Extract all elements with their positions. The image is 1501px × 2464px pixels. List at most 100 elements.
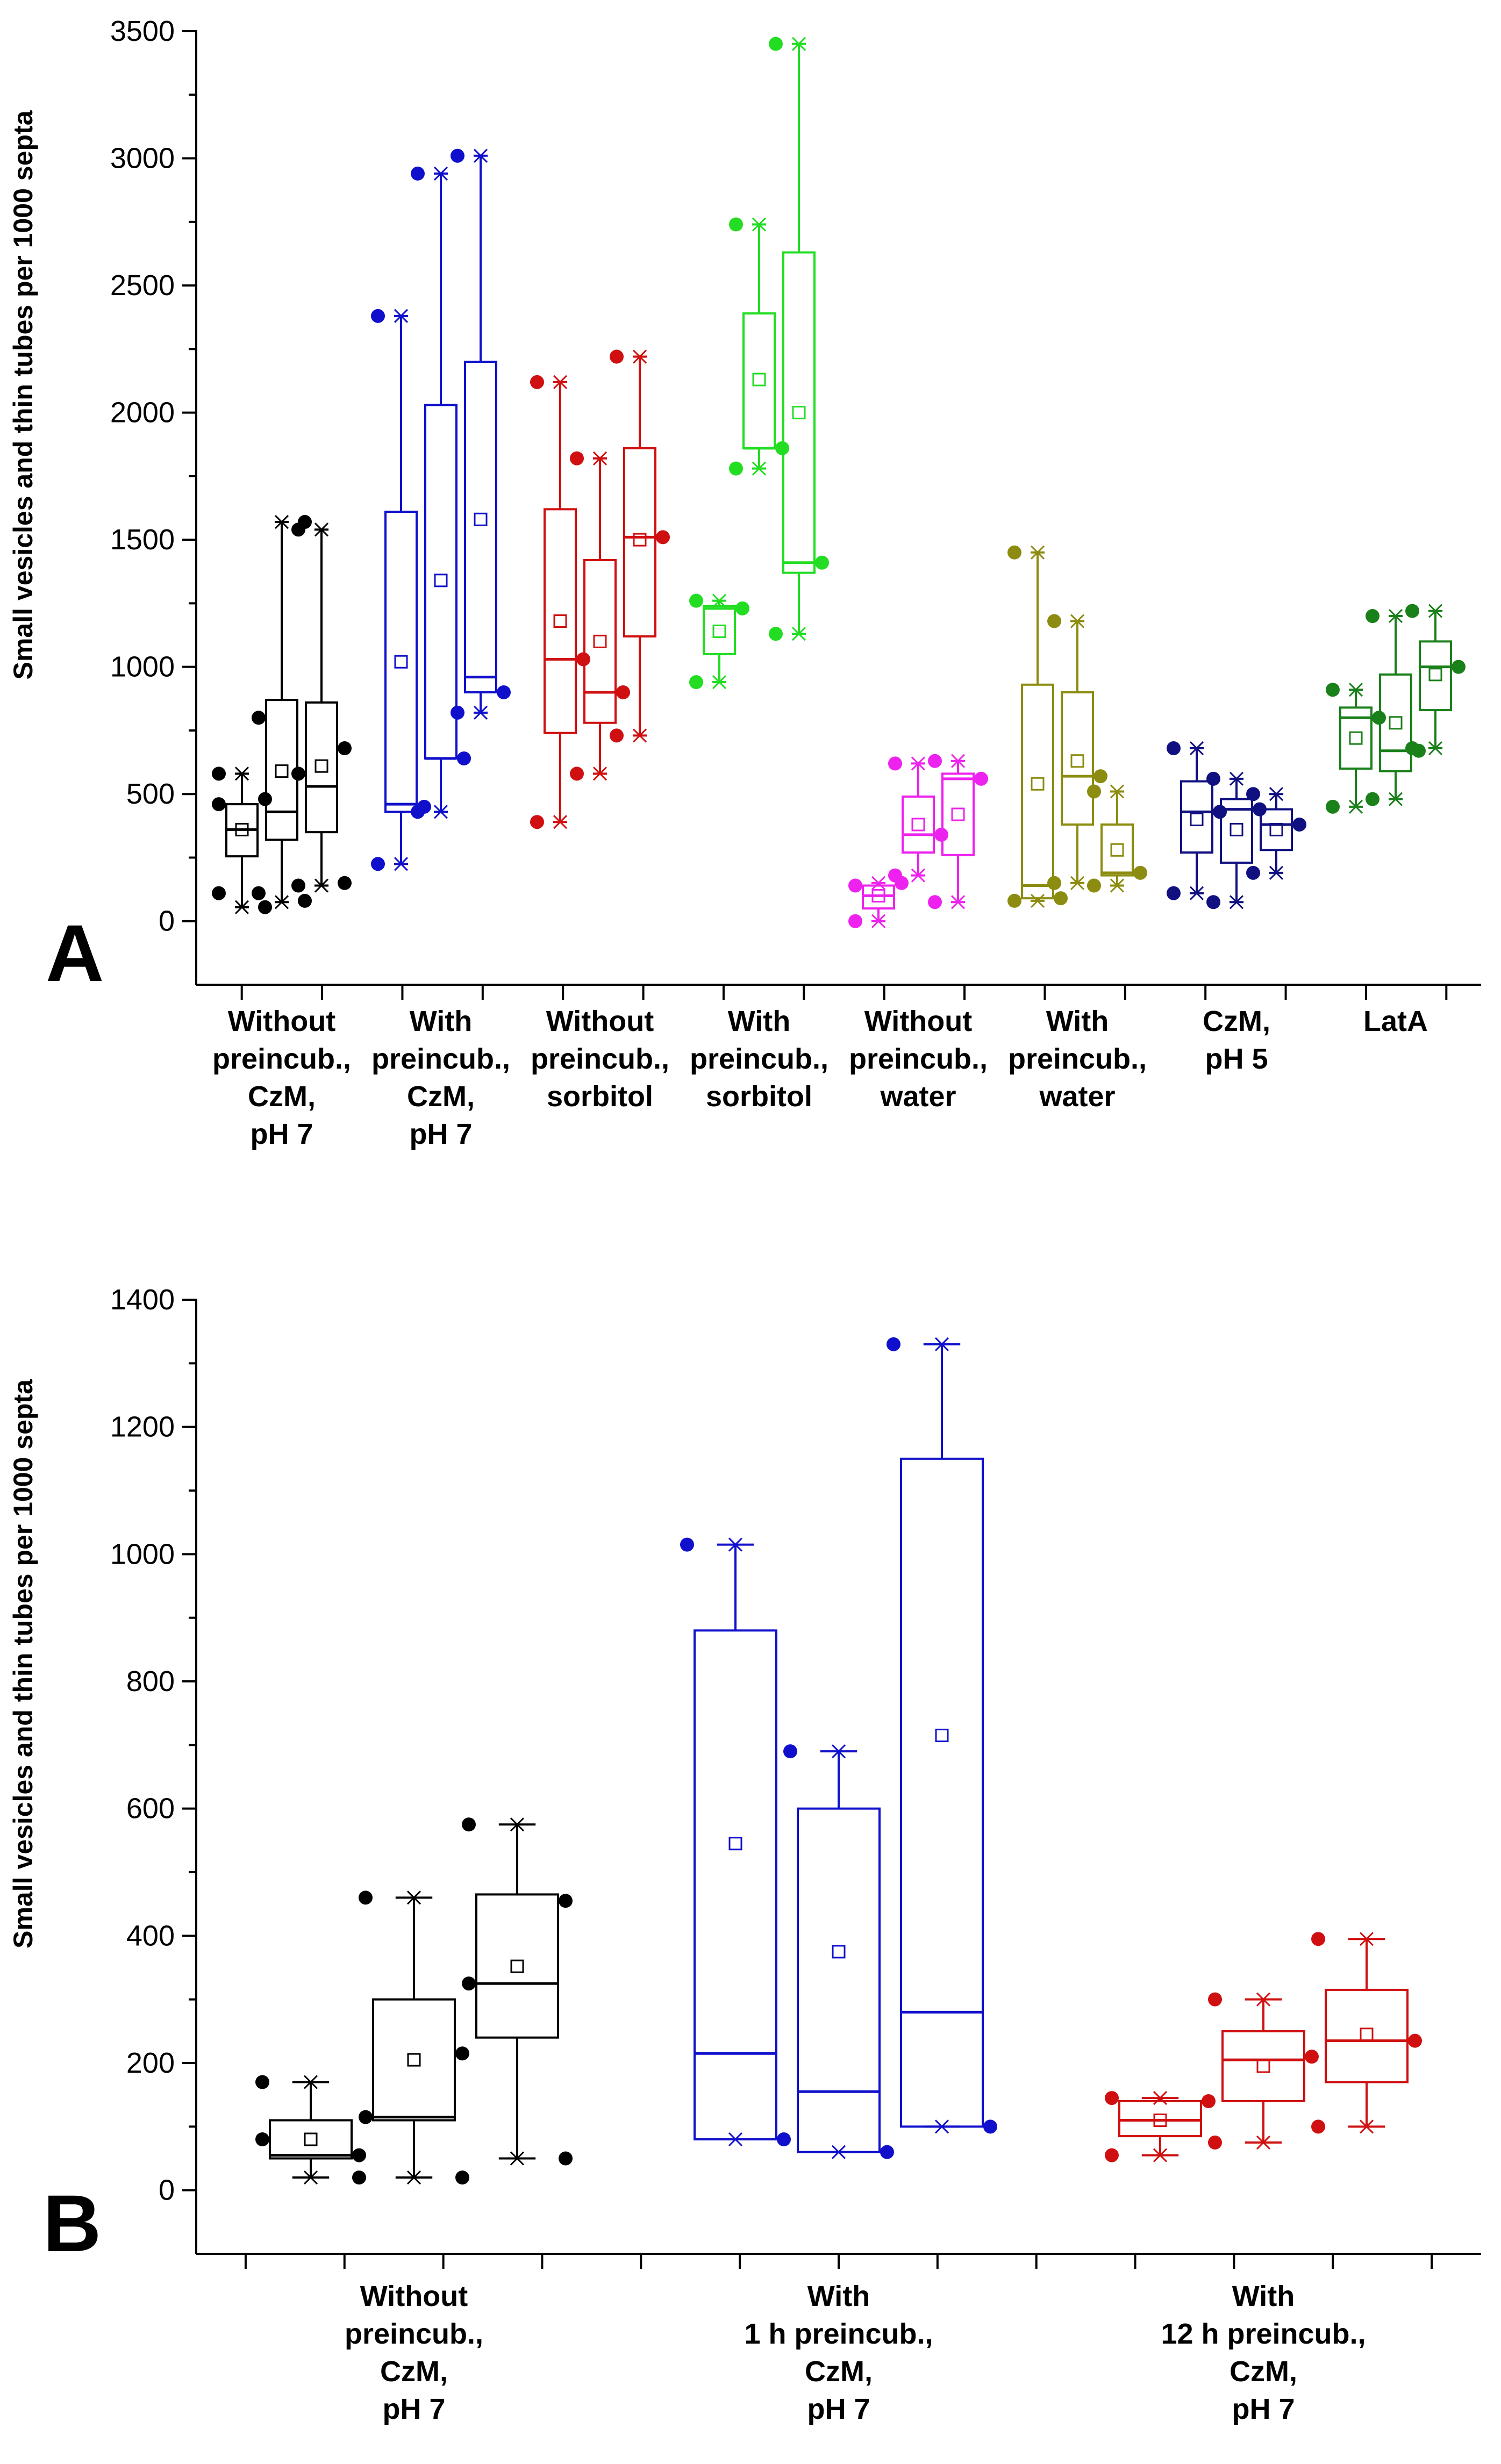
group-label-line: water	[1039, 1080, 1115, 1113]
iqr-box	[475, 1893, 559, 2039]
data-point	[497, 685, 511, 699]
group-label-line: LatA	[1363, 1005, 1428, 1037]
data-point	[1366, 792, 1380, 806]
extreme-marker	[791, 627, 806, 641]
iqr-box	[1379, 673, 1412, 772]
data-point	[888, 756, 902, 771]
extreme-marker	[1153, 2091, 1168, 2105]
y-tick-label: 2500	[110, 269, 175, 302]
data-point	[1007, 545, 1021, 560]
extreme-marker	[406, 1890, 421, 1905]
iqr-box	[1180, 780, 1213, 854]
extreme-marker	[394, 309, 409, 323]
group-label-line: preincub.,	[212, 1043, 351, 1075]
extreme-marker	[1229, 895, 1244, 909]
iqr-box	[464, 360, 497, 693]
data-point	[888, 868, 902, 883]
iqr-box	[900, 1457, 984, 2128]
box-plot	[610, 349, 670, 743]
mean-marker	[1269, 822, 1283, 836]
box-group	[255, 1817, 573, 2185]
data-point	[359, 2110, 373, 2124]
mean-marker	[510, 1959, 524, 1973]
y-axis-label: Small vesicles and thin tubes per 1000 s…	[8, 1379, 38, 1949]
extreme-marker	[1388, 608, 1403, 624]
extreme-marker	[1269, 865, 1284, 880]
data-point	[1246, 865, 1260, 880]
extreme-marker	[1189, 741, 1204, 756]
data-point	[848, 914, 862, 928]
mean-marker	[1070, 754, 1084, 768]
mean-marker	[1031, 777, 1045, 791]
mean-marker	[752, 373, 766, 386]
data-point	[570, 451, 584, 465]
data-point	[1202, 2094, 1216, 2108]
data-point	[610, 728, 624, 743]
mean-marker	[474, 512, 488, 526]
iqr-box	[372, 1998, 456, 2122]
extreme-marker	[433, 805, 448, 819]
data-point	[815, 555, 829, 570]
extreme-marker	[934, 2119, 949, 2134]
mean-marker	[593, 634, 607, 648]
iqr-box	[305, 701, 338, 834]
extreme-marker	[1153, 2148, 1168, 2162]
group-label-line: Without	[360, 2280, 468, 2312]
data-point	[298, 893, 312, 908]
data-point	[1408, 2033, 1422, 2048]
extreme-marker	[1189, 886, 1204, 900]
y-tick-label: 2000	[110, 397, 175, 429]
mean-marker	[553, 614, 567, 628]
box-plot	[291, 522, 352, 893]
mean-marker	[712, 624, 726, 638]
mean-marker	[1230, 822, 1243, 836]
data-point	[769, 37, 783, 51]
y-tick-label: 3500	[110, 15, 175, 47]
data-point	[1047, 876, 1061, 890]
data-point	[1326, 799, 1340, 814]
group-label-line: preincub.,	[371, 1043, 510, 1075]
box-plot	[212, 767, 272, 914]
box-plot	[359, 1890, 469, 2185]
y-tick-label: 1400	[110, 1284, 175, 1316]
data-point	[1054, 891, 1068, 906]
mean-marker	[275, 764, 289, 778]
box-group	[1167, 741, 1306, 909]
extreme-marker	[433, 166, 448, 181]
data-point	[1246, 787, 1260, 801]
extreme-marker	[752, 461, 767, 476]
extreme-marker	[274, 514, 289, 529]
extreme-marker	[1428, 741, 1443, 756]
data-point	[462, 1817, 476, 1832]
data-point	[735, 601, 749, 615]
mean-marker	[407, 2053, 421, 2067]
group-label-line: CzM,	[1230, 2355, 1297, 2388]
box-plot	[1047, 614, 1107, 890]
box-plot	[848, 876, 909, 928]
box-plot	[1206, 771, 1267, 909]
mean-marker	[728, 1837, 742, 1851]
data-point	[1133, 865, 1147, 880]
group-label-line: water	[880, 1080, 956, 1113]
y-tick-label: 1000	[110, 651, 175, 683]
group-label-line: 1 h preincub.,	[744, 2318, 933, 2350]
data-point	[371, 309, 385, 323]
data-point	[887, 1337, 900, 1351]
data-point	[559, 2151, 573, 2166]
group-label-line: CzM,	[380, 2355, 448, 2388]
group-label-line: pH 5	[1205, 1043, 1268, 1075]
extreme-marker	[1348, 799, 1363, 814]
box-group	[530, 349, 670, 829]
y-tick-label: 400	[126, 1919, 175, 1952]
iqr-box	[1260, 808, 1293, 851]
data-point	[457, 751, 471, 765]
iqr-box	[742, 312, 776, 449]
box-plot	[1405, 604, 1466, 756]
box-plot	[1167, 741, 1227, 900]
mean-marker	[633, 533, 647, 547]
y-tick-label: 1500	[110, 524, 175, 556]
iqr-box	[623, 447, 656, 638]
group-label-line: With	[1046, 1005, 1109, 1037]
box-plot	[1246, 787, 1306, 880]
